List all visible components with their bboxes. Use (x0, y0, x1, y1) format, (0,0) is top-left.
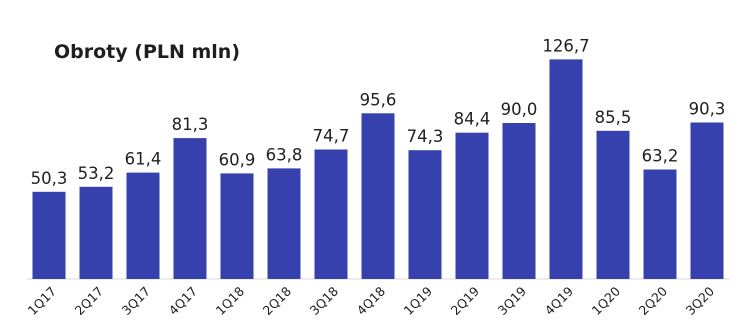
bar-3Q20 (690, 122, 724, 279)
data-label-4Q18: 95,6 (360, 90, 397, 109)
bar-2Q20 (643, 169, 677, 279)
bar-1Q20 (596, 130, 630, 279)
bar-4Q18 (361, 113, 395, 279)
x-tick-1Q19: 1Q19 (401, 283, 435, 317)
bar-1Q17 (32, 191, 66, 279)
bar-1Q19 (408, 150, 442, 279)
x-tick-4Q18: 4Q18 (354, 283, 388, 317)
data-label-3Q18: 74,7 (313, 127, 350, 146)
x-tick-3Q18: 3Q18 (307, 283, 341, 317)
x-tick-4Q19: 4Q19 (542, 283, 576, 317)
bar-2Q17 (79, 186, 113, 279)
x-tick-4Q17: 4Q17 (166, 284, 200, 318)
bar-2Q19 (455, 132, 489, 279)
data-label-1Q20: 85,5 (595, 108, 632, 127)
data-label-4Q17: 81,3 (172, 115, 209, 134)
chart-title: Obroty (PLN mln) (54, 41, 240, 63)
data-label-3Q19: 90,0 (501, 100, 538, 119)
bar-3Q18 (314, 149, 348, 279)
data-label-2Q18: 63,8 (266, 145, 303, 164)
data-label-2Q17: 53,2 (78, 164, 115, 183)
data-label-2Q19: 84,4 (454, 110, 491, 129)
bar-3Q19 (502, 123, 536, 279)
x-tick-2Q17: 2Q17 (72, 284, 106, 318)
x-tick-3Q19: 3Q19 (495, 283, 529, 317)
bar-1Q18 (220, 173, 254, 279)
bar-3Q17 (126, 172, 160, 279)
data-label-1Q19: 74,3 (407, 127, 444, 146)
x-tick-2Q18: 2Q18 (260, 283, 294, 317)
x-tick-2Q19: 2Q19 (448, 283, 482, 317)
x-tick-1Q20: 1Q20 (589, 283, 623, 317)
x-tick-3Q17: 3Q17 (119, 284, 153, 318)
data-label-3Q20: 90,3 (689, 100, 726, 119)
bar-4Q19 (549, 59, 583, 280)
x-tick-2Q20: 2Q20 (636, 283, 670, 317)
data-label-3Q17: 61,4 (125, 150, 162, 169)
bar-2Q18 (267, 168, 301, 279)
x-tick-1Q17: 1Q17 (25, 284, 59, 318)
data-label-2Q20: 63,2 (642, 147, 679, 166)
data-label-1Q17: 50,3 (31, 169, 68, 188)
data-label-1Q18: 60,9 (219, 150, 256, 169)
data-label-4Q19: 126,7 (542, 36, 589, 55)
bar-4Q17 (173, 138, 207, 279)
x-tick-3Q20: 3Q20 (683, 283, 717, 317)
x-tick-1Q18: 1Q18 (213, 283, 247, 317)
